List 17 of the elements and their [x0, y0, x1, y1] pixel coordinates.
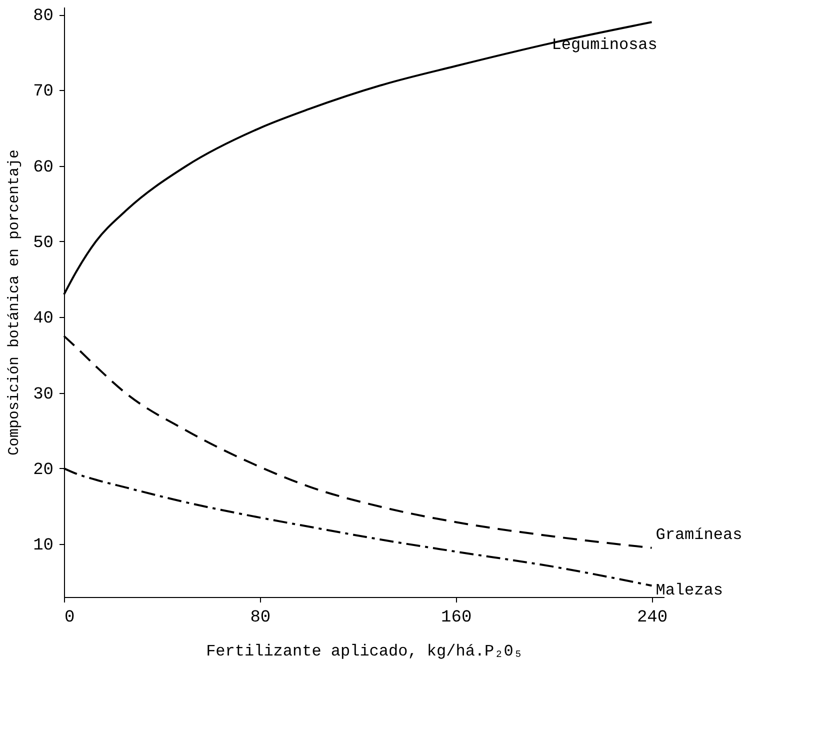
- x-axis-title: Fertilizante aplicado, kg/há.P₂0₅: [206, 642, 523, 660]
- y-tick-label: 50: [33, 234, 54, 253]
- x-tick-label: 240: [636, 608, 668, 628]
- x-tick-label: 80: [250, 608, 271, 628]
- y-tick-label: 60: [33, 158, 54, 178]
- y-tick-label: 10: [33, 536, 54, 556]
- y-tick-label: 40: [33, 310, 54, 329]
- y-tick-label: 20: [33, 460, 54, 480]
- x-tick-label: 160: [441, 608, 472, 628]
- y-tick-label: 30: [33, 385, 54, 404]
- y-tick-label: 80: [33, 7, 54, 26]
- series-label: Leguminosas: [552, 36, 658, 54]
- series-label: Gramíneas: [656, 526, 742, 544]
- y-axis-title: Composición botánica en porcentaje: [6, 149, 24, 456]
- series-label: Malezas: [656, 582, 723, 600]
- x-tick-label: 0: [64, 608, 75, 628]
- y-tick-label: 70: [33, 82, 54, 102]
